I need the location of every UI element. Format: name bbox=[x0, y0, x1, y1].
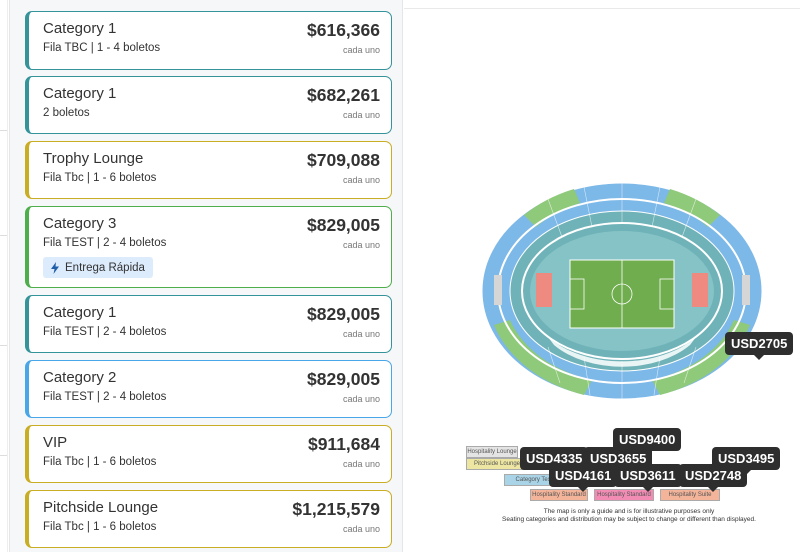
ticket-list[interactable]: Category 1 Fila TBC | 1 - 4 boletos $616… bbox=[9, 0, 403, 552]
map-disclaimer-line2: Seating categories and distribution may … bbox=[502, 516, 756, 523]
price-unit: cada uno bbox=[342, 110, 380, 120]
legend-hospitality-lounge: Hospitality Lounge bbox=[466, 446, 518, 458]
lightning-icon bbox=[51, 261, 59, 274]
listing-name: VIP bbox=[43, 434, 68, 451]
price-unit: cada uno bbox=[342, 240, 380, 250]
listing-price: $911,684 bbox=[307, 434, 380, 454]
listing-name: Category 1 bbox=[43, 304, 117, 321]
price-unit: cada uno bbox=[342, 175, 380, 185]
listing-card[interactable]: VIP Fila Tbc | 1 - 6 boletos $911,684 ca… bbox=[25, 425, 392, 483]
listing-price: $829,005 bbox=[307, 369, 380, 389]
listing-card[interactable]: Category 2 Fila TEST | 2 - 4 boletos $82… bbox=[25, 360, 392, 418]
listing-details: Fila TEST | 2 - 4 boletos bbox=[43, 326, 167, 338]
price-pin[interactable]: USD3495 bbox=[712, 447, 781, 475]
listing-price: $709,088 bbox=[307, 150, 380, 170]
listing-details: Fila TBC | 1 - 4 boletos bbox=[43, 42, 161, 54]
price-pin[interactable]: USD2705 bbox=[725, 332, 794, 360]
listing-name: Pitchside Lounge bbox=[43, 499, 159, 516]
listing-price: $616,366 bbox=[307, 20, 380, 40]
stadium-seating-map[interactable] bbox=[464, 175, 780, 435]
listing-details: Fila Tbc | 1 - 6 boletos bbox=[43, 172, 157, 184]
legend-pitchside-lounge: Pitchside Lounge bbox=[466, 458, 528, 470]
listing-card[interactable]: Pitchside Lounge Fila Tbc | 1 - 6 boleto… bbox=[25, 490, 392, 548]
listing-name: Category 3 bbox=[43, 215, 117, 232]
price-unit: cada uno bbox=[342, 524, 380, 534]
divider bbox=[404, 8, 800, 9]
map-disclaimer-line1: The map is only a guide and is for illus… bbox=[543, 508, 715, 515]
fast-delivery-badge[interactable]: Entrega Rápida bbox=[43, 257, 153, 278]
listing-card[interactable]: Category 1 Fila TEST | 2 - 4 boletos $82… bbox=[25, 295, 392, 353]
listing-details: Fila TEST | 2 - 4 boletos bbox=[43, 391, 167, 403]
listing-card[interactable]: Trophy Lounge Fila Tbc | 1 - 6 boletos $… bbox=[25, 141, 392, 199]
price-unit: cada uno bbox=[342, 45, 380, 55]
legend-hospitality-standard-2: Hospitality Standard bbox=[594, 489, 654, 501]
listing-price: $829,005 bbox=[307, 304, 380, 324]
left-edge-strip bbox=[0, 0, 8, 552]
price-pin[interactable]: USD4161 bbox=[549, 464, 618, 492]
listing-details: 2 boletos bbox=[43, 107, 90, 119]
price-unit: cada uno bbox=[342, 459, 380, 469]
badge-label: Entrega Rápida bbox=[65, 261, 145, 274]
listing-card[interactable]: Category 3 Fila TEST | 2 - 4 boletos $82… bbox=[25, 206, 392, 288]
listing-price: $682,261 bbox=[307, 85, 380, 105]
map-disclaimer: The map is only a guide and is for illus… bbox=[488, 508, 770, 524]
listing-details: Fila TEST | 2 - 4 boletos bbox=[43, 237, 167, 249]
legend-hospitality-standard: Hospitality Standard bbox=[530, 489, 588, 501]
price-pin[interactable]: USD2748 bbox=[679, 464, 748, 492]
price-unit: cada uno bbox=[342, 329, 380, 339]
listing-price: $1,215,579 bbox=[292, 499, 380, 519]
listing-name: Trophy Lounge bbox=[43, 150, 144, 167]
price-unit: cada uno bbox=[342, 394, 380, 404]
listing-details: Fila Tbc | 1 - 6 boletos bbox=[43, 521, 157, 533]
listing-name: Category 1 bbox=[43, 85, 117, 102]
legend-hospitality-suite: Hospitality Suite bbox=[660, 489, 720, 501]
stadium-map-panel[interactable]: Hospitality Lounge Pitchside Lounge Cate… bbox=[404, 0, 800, 552]
price-pin[interactable]: USD3611 bbox=[614, 464, 682, 492]
listing-price: $829,005 bbox=[307, 215, 380, 235]
listing-card[interactable]: Category 1 Fila TBC | 1 - 4 boletos $616… bbox=[25, 11, 392, 70]
listing-name: Category 2 bbox=[43, 369, 117, 386]
listing-details: Fila Tbc | 1 - 6 boletos bbox=[43, 456, 157, 468]
listing-name: Category 1 bbox=[43, 20, 117, 37]
listing-card[interactable]: Category 1 2 boletos $682,261 cada uno bbox=[25, 76, 392, 134]
